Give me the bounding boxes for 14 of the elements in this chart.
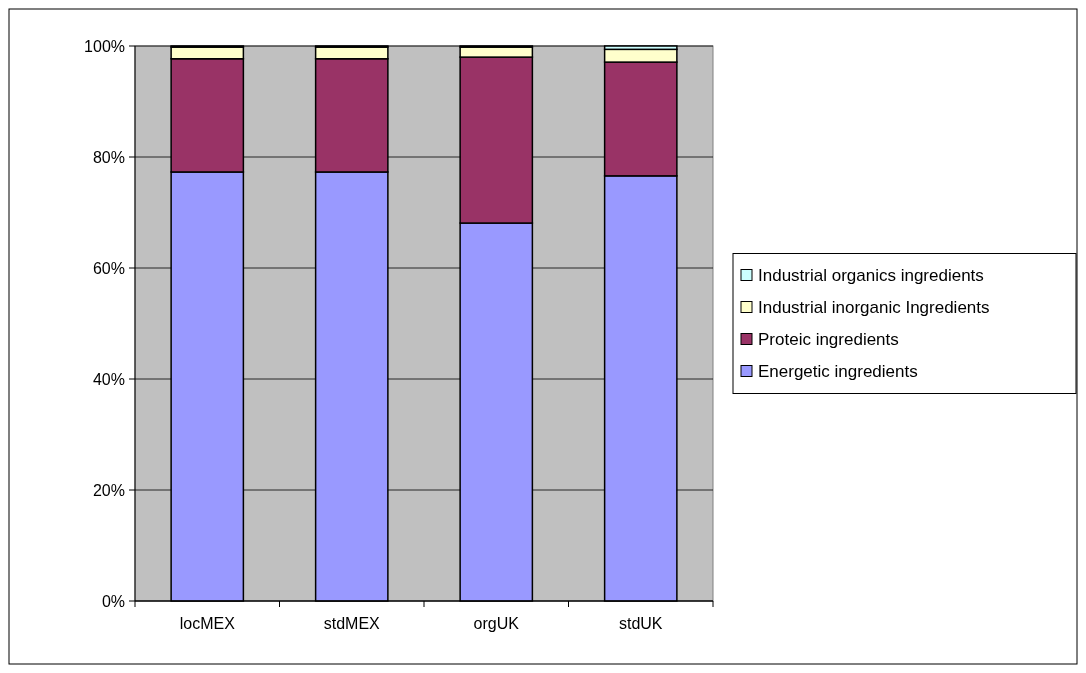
- y-tick-label: 100%: [84, 37, 125, 55]
- legend-label: Industrial organics ingredients: [758, 266, 984, 286]
- y-tick-label: 20%: [92, 481, 125, 499]
- legend-label: Energetic ingredients: [758, 362, 918, 382]
- x-tick-label: locMEX: [179, 615, 236, 632]
- x-tick-label: stdUK: [618, 615, 663, 632]
- y-tick-label: 80%: [92, 148, 125, 166]
- x-tick-label: orgUK: [473, 615, 520, 632]
- y-tick-label: 0%: [101, 592, 125, 610]
- y-tick-label: 40%: [92, 370, 125, 388]
- y-tick-label: 60%: [92, 259, 125, 277]
- x-tick-label: stdMEX: [323, 615, 381, 632]
- legend-label: Industrial inorganic Ingredients: [758, 298, 990, 318]
- legend-label: Proteic ingredients: [758, 330, 899, 350]
